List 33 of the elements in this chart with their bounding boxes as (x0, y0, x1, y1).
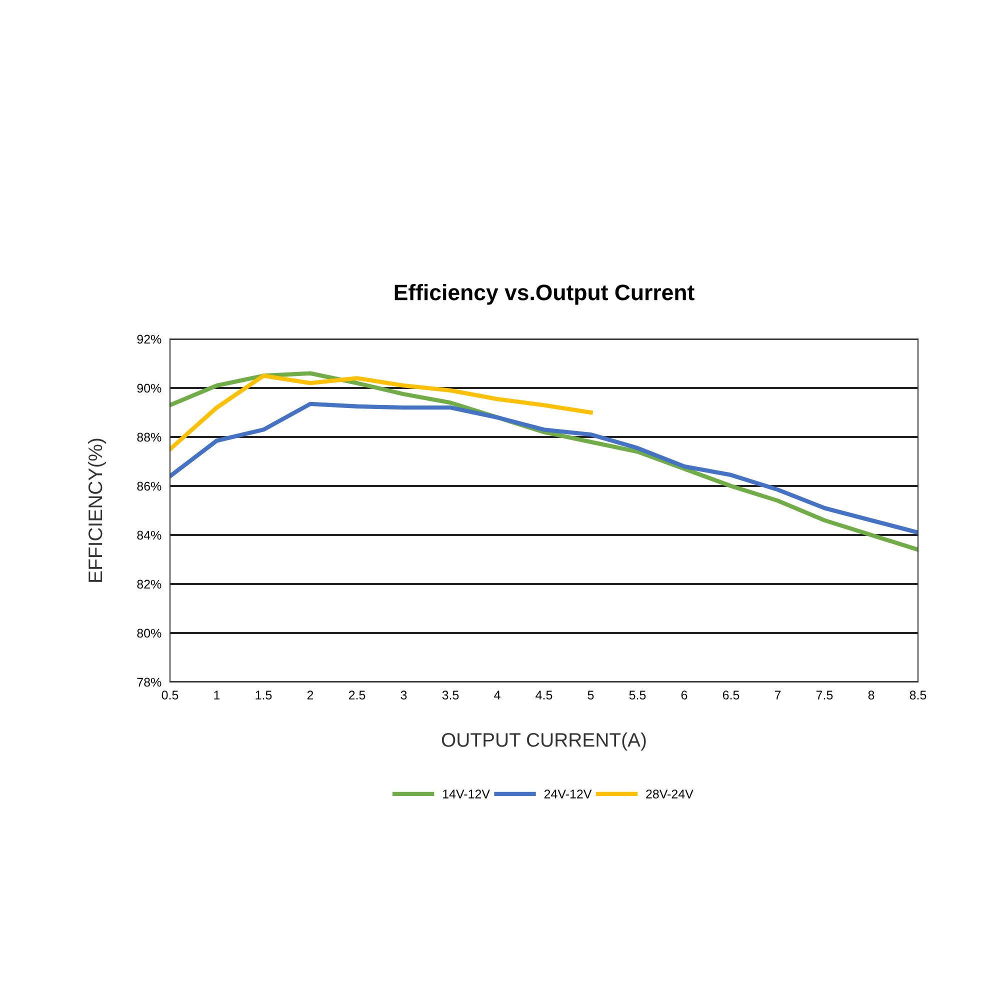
x-tick-label: 5.5 (629, 690, 646, 700)
x-tick-label: 8 (868, 690, 874, 700)
line-series (170, 374, 593, 452)
y-tick-label: 86% (137, 482, 162, 491)
y-tick-label: 84% (137, 530, 162, 540)
x-tick-label: 7 (774, 690, 781, 700)
y-tick-label: 82% (137, 580, 162, 589)
x-tick-label: 4.5 (536, 690, 552, 700)
y-tick-label: 90% (137, 384, 162, 393)
x-tick-label: 2 (307, 690, 314, 700)
legend-label: 28V-24V (646, 790, 694, 798)
y-axis-title: EFFICIENCY(%) (88, 438, 106, 582)
x-tick-label: 3.5 (442, 690, 459, 700)
x-tick-label: 6 (681, 690, 688, 700)
line-series (170, 402, 918, 535)
chart-title: Efficiency vs.Output Current (394, 284, 694, 305)
legend-label: 24V-12V (544, 790, 592, 798)
y-tick-label: 88% (137, 432, 162, 442)
y-tick-label: 80% (137, 628, 162, 638)
x-tick-label: 8.5 (910, 690, 926, 700)
x-tick-label: 4 (494, 690, 500, 700)
x-tick-label: 1 (214, 690, 220, 700)
x-tick-label: 2.5 (348, 690, 366, 700)
x-tick-label: 0.5 (162, 690, 178, 700)
y-tick-label: 78% (137, 678, 162, 687)
y-tick-label: 92% (137, 334, 162, 344)
x-axis-title: OUTPUT CURRENT(A) (442, 732, 646, 751)
x-tick-label: 1.5 (256, 690, 272, 700)
legend-label: 14V-12V (443, 790, 490, 798)
x-tick-label: 5 (588, 690, 594, 700)
x-tick-label: 6.5 (722, 690, 740, 700)
x-tick-label: 7.5 (816, 690, 833, 700)
x-tick-label: 3 (400, 690, 407, 700)
